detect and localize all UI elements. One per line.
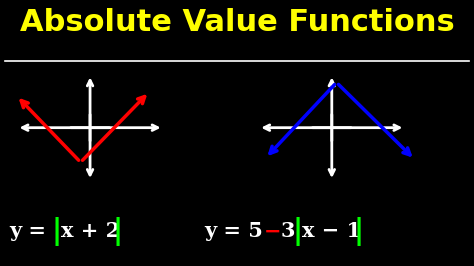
Text: |: | [113, 217, 123, 246]
Text: 3: 3 [281, 221, 295, 242]
Text: |: | [293, 217, 303, 246]
Text: y =: y = [9, 221, 54, 242]
Text: x − 1: x − 1 [302, 221, 362, 242]
Text: |: | [353, 217, 363, 246]
Text: x + 2: x + 2 [61, 221, 120, 242]
Text: Absolute Value Functions: Absolute Value Functions [19, 8, 455, 37]
Text: |: | [51, 217, 61, 246]
Text: −: − [264, 221, 281, 242]
Text: y = 5: y = 5 [204, 221, 270, 242]
